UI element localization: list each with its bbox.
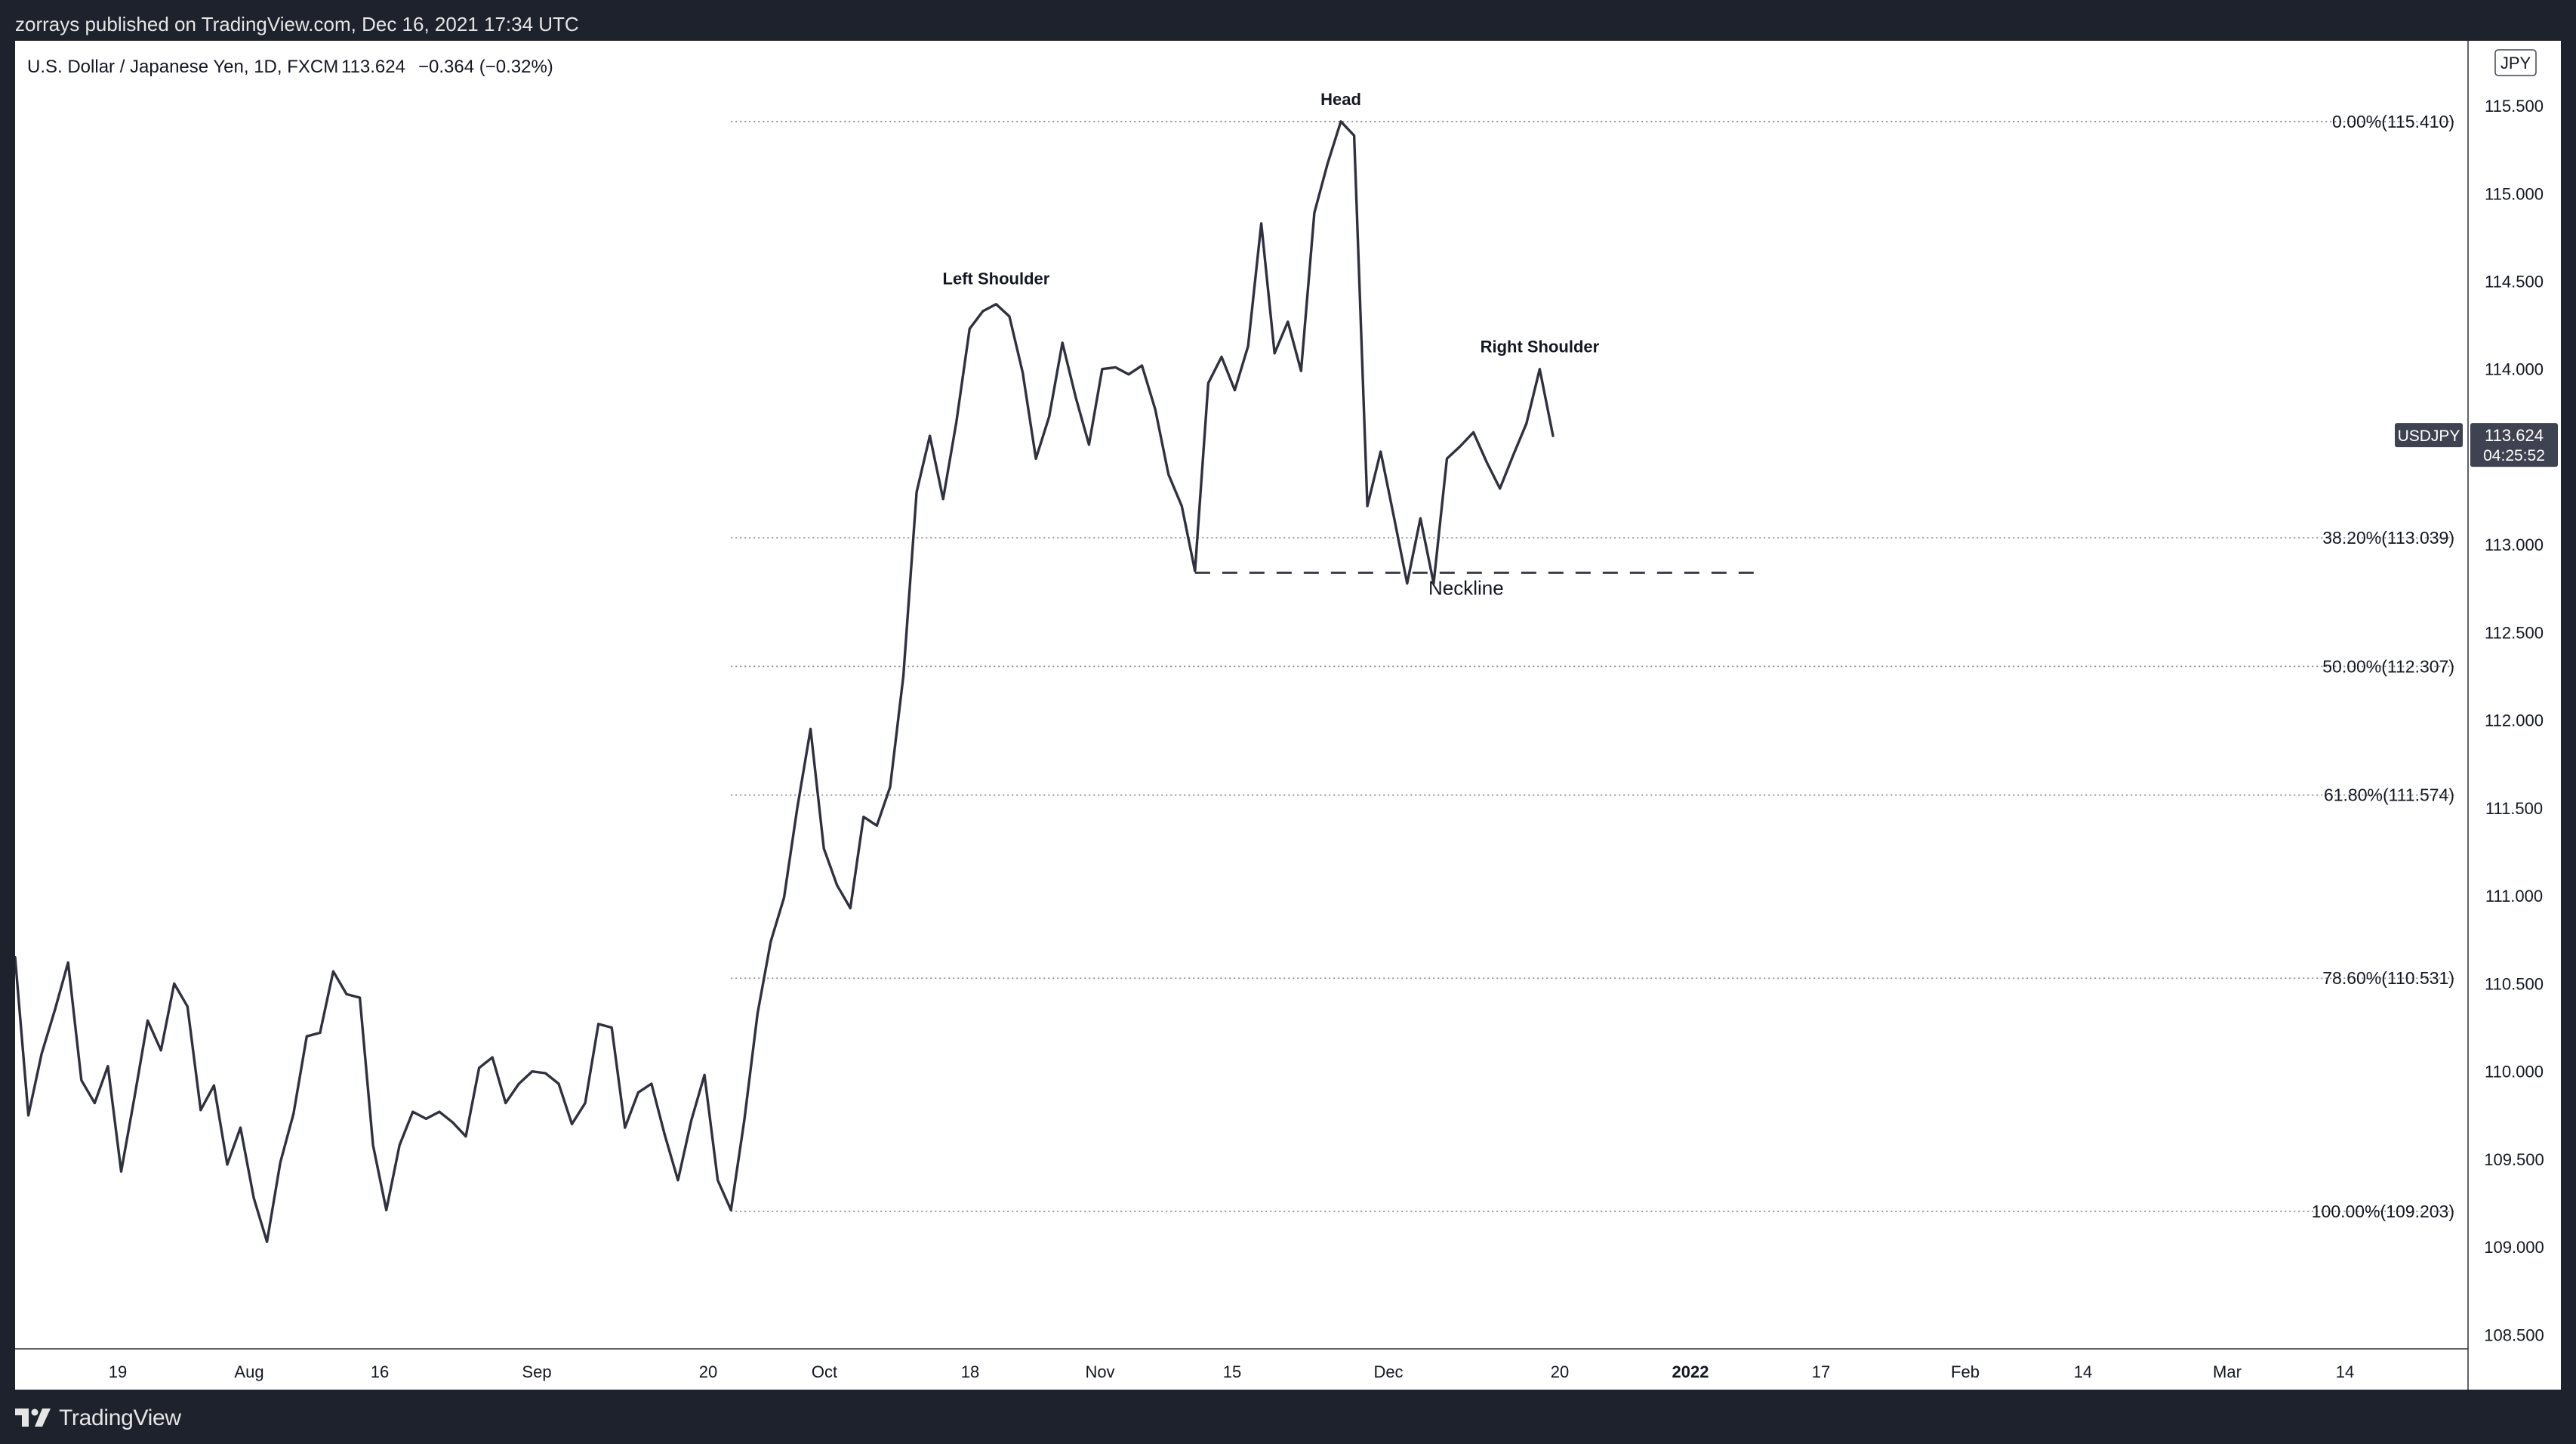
time-tick-label: Feb <box>1951 1362 1980 1381</box>
time-tick-label: Mar <box>2213 1362 2242 1381</box>
price-tick-label: 114.500 <box>2485 273 2544 292</box>
price-tick-label: 112.500 <box>2485 623 2544 642</box>
last-price-symbol: USDJPY <box>2398 427 2460 445</box>
fib-level-label: 78.60%(110.531) <box>2322 968 2454 988</box>
time-tick-label: 14 <box>2074 1362 2092 1381</box>
price-tick-label: 111.000 <box>2485 887 2543 906</box>
price-series <box>14 120 1555 1243</box>
tradingview-brand-text: TradingView <box>59 1405 181 1430</box>
price-tick-label: 115.000 <box>2485 184 2544 203</box>
legend-change: −0.364 (−0.32%) <box>418 57 553 77</box>
neckline[interactable]: Neckline <box>1194 571 1760 599</box>
time-tick-label: 20 <box>699 1362 717 1381</box>
annotation-label: Left Shoulder <box>943 270 1050 288</box>
time-tick-label: 18 <box>961 1362 979 1381</box>
last-price-countdown: 04:25:52 <box>2483 447 2545 464</box>
time-tick-label: 16 <box>371 1362 389 1381</box>
annotation-label: Right Shoulder <box>1481 338 1600 356</box>
legend-symbol: U.S. Dollar / Japanese Yen, 1D, FXCM <box>27 57 338 77</box>
time-tick-label: Nov <box>1085 1362 1114 1381</box>
publisher-text: zorrays published on TradingView.com, De… <box>15 13 579 35</box>
time-axis-ticks: 19 Aug 16 Sep 20 Oct 18 Nov 15 Dec 20 2022 17 Feb 14 Ma… <box>109 1362 2354 1381</box>
currency-label: JPY <box>2501 54 2531 73</box>
time-tick-label: Oct <box>812 1362 837 1381</box>
time-tick-label: 20 <box>1551 1362 1569 1381</box>
time-tick-label: 17 <box>1812 1362 1830 1381</box>
fib-level-label: 50.00%(112.307) <box>2322 656 2454 676</box>
time-tick-label: 14 <box>2336 1362 2354 1381</box>
fib-level-label: 0.00%(115.410) <box>2332 112 2454 131</box>
neckline-label: Neckline <box>1428 576 1504 599</box>
price-tick-label: 111.500 <box>2485 799 2543 818</box>
pattern-annotations: Head Left Shoulder Right Shoulder <box>943 90 1600 356</box>
price-tick-label: 112.000 <box>2485 711 2544 730</box>
price-tick-label: 114.000 <box>2485 360 2544 379</box>
time-tick-label: Dec <box>1373 1362 1403 1381</box>
legend-price: 113.624 <box>341 57 405 77</box>
tradingview-logo[interactable]: TradingView <box>15 1403 181 1433</box>
tradingview-logo-icon <box>15 1409 51 1427</box>
price-tick-label: 109.000 <box>2484 1238 2544 1257</box>
fib-level-label: 38.20%(113.039) <box>2322 528 2454 548</box>
price-tick-label: 110.500 <box>2485 974 2544 993</box>
last-price-box <box>2470 423 2558 467</box>
legend: U.S. Dollar / Japanese Yen, 1D, FXCM 113… <box>27 57 553 77</box>
time-tick-label: Sep <box>522 1362 551 1381</box>
chart-svg[interactable]: U.S. Dollar / Japanese Yen, 1D, FXCM 113… <box>14 41 2561 1390</box>
price-axis[interactable]: 115.500 115.000 114.500 114.000 113.000 112.5… <box>2467 41 2544 1390</box>
fib-retracement[interactable]: 0.00%(115.410) 38.20%(113.039) 50.00%(112.… <box>731 112 2454 1221</box>
price-tick-label: 109.500 <box>2484 1150 2544 1169</box>
currency-badge-box <box>2494 49 2537 76</box>
price-line <box>14 120 1555 1243</box>
fib-level-label: 100.00%(109.203) <box>2312 1202 2454 1221</box>
time-tick-label: 19 <box>109 1362 127 1381</box>
time-tick-label: 2022 <box>1672 1362 1709 1381</box>
footer-bar: TradingView <box>0 1390 2576 1444</box>
last-price-symbol-box <box>2395 423 2463 448</box>
price-tick-label: 110.000 <box>2485 1063 2544 1081</box>
price-tick-label: 113.000 <box>2485 535 2544 554</box>
chart-panel[interactable]: U.S. Dollar / Japanese Yen, 1D, FXCM 113… <box>14 41 2561 1390</box>
currency-badge[interactable]: JPY <box>2494 49 2537 76</box>
annotation-label: Head <box>1320 90 1361 109</box>
time-tick-label: 15 <box>1223 1362 1241 1381</box>
time-tick-label: Aug <box>234 1362 263 1381</box>
last-price-label: USDJPY 113.624 04:25:52 <box>2395 423 2558 467</box>
fib-level-label: 61.80%(111.574) <box>2324 785 2454 805</box>
price-tick-label: 108.500 <box>2484 1325 2544 1344</box>
publisher-bar: zorrays published on TradingView.com, De… <box>0 0 2576 41</box>
price-axis-ticks: 115.500 115.000 114.500 114.000 113.000 112.5… <box>2484 97 2544 1344</box>
time-axis[interactable]: 19 Aug 16 Sep 20 Oct 18 Nov 15 Dec 20 2022 17 Feb 14 Ma… <box>15 1348 2468 1381</box>
last-price-value: 113.624 <box>2485 426 2544 445</box>
price-tick-label: 115.500 <box>2485 97 2544 116</box>
